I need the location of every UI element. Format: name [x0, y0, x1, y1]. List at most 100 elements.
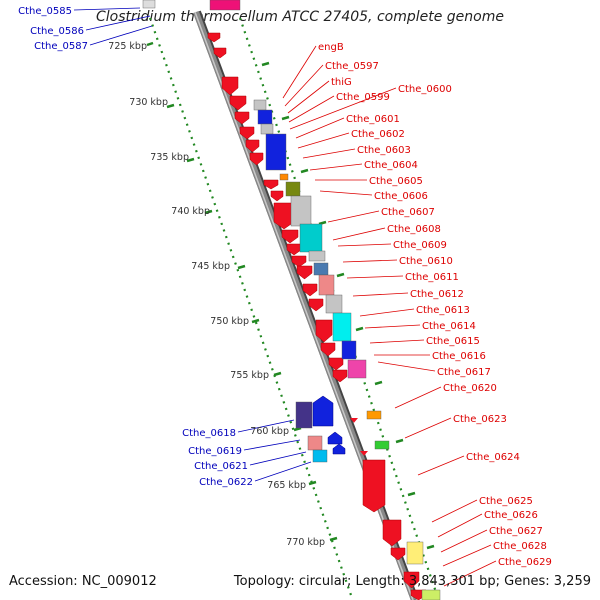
- leader-thig: [287, 80, 330, 114]
- gene-label-cthe-0603: Cthe_0603: [357, 145, 411, 156]
- scale-label: 740 kbp: [171, 206, 210, 217]
- gene-feature: [347, 359, 367, 379]
- gene-feature: [313, 262, 329, 276]
- gene-label-cthe-0611: Cthe_0611: [405, 272, 459, 283]
- gene-feature-reverse: [295, 401, 313, 429]
- gene-arrow-forward: [270, 190, 284, 202]
- scale-tick-group: [146, 17, 440, 599]
- gene-label-cthe-0610: Cthe_0610: [399, 256, 453, 267]
- gene-feature: [341, 340, 357, 360]
- gene-arrow-forward: [273, 202, 295, 230]
- gene-label-cthe-0586: Cthe_0586: [30, 26, 84, 37]
- gene-label-cthe-0601: Cthe_0601: [346, 114, 400, 125]
- scale-tick-inner: [186, 157, 195, 163]
- scale-tick-outer: [355, 326, 364, 332]
- gene-label-cthe-0599: Cthe_0599: [336, 92, 390, 103]
- leader-cthe-0597: [284, 64, 324, 107]
- scale-tick-inner: [329, 536, 338, 542]
- gene-label-cthe-0622: Cthe_0622: [199, 477, 253, 488]
- leader-cthe-0601: [295, 117, 345, 139]
- gene-feature: [209, 0, 241, 11]
- gene-arrow-forward: [207, 32, 221, 43]
- gene-arrow-small: [360, 451, 368, 456]
- gene-feature: [308, 250, 326, 262]
- gene-label-cthe-0615: Cthe_0615: [426, 336, 480, 347]
- scale-tick-inner: [308, 480, 317, 486]
- gene-feature: [421, 589, 441, 600]
- scale-label: 735 kbp: [150, 152, 189, 163]
- gene-arrow-forward: [320, 342, 336, 357]
- gene-label-cthe-0621: Cthe_0621: [194, 461, 248, 472]
- leader-cthe-0613: [359, 308, 415, 317]
- leader-cthe-0614: [364, 324, 421, 329]
- gene-label-cthe-0629: Cthe_0629: [498, 557, 552, 568]
- scale-label: 760 kbp: [250, 426, 289, 437]
- gene-feature: [332, 312, 352, 342]
- gene-feature: [406, 541, 424, 565]
- scale-label: 770 kbp: [286, 537, 325, 548]
- leader-cthe-0586: [85, 15, 151, 31]
- leader-cthe-0610: [342, 259, 398, 263]
- gene-arrow-reverse: [312, 395, 334, 427]
- leader-cthe-0606: [319, 190, 373, 196]
- scale-label: 755 kbp: [230, 370, 269, 381]
- gene-feature: [279, 173, 289, 181]
- gene-label-cthe-0606: Cthe_0606: [374, 191, 428, 202]
- gene-label-cthe-0604: Cthe_0604: [364, 160, 418, 171]
- leader-cthe-0620: [394, 386, 442, 409]
- leader-cthe-0602: [297, 132, 350, 149]
- scale-tick-inner: [251, 318, 260, 324]
- scale-tick-outer: [374, 380, 383, 386]
- gene-label-cthe-0585: Cthe_0585: [18, 6, 72, 17]
- gene-label-cthe-0626: Cthe_0626: [484, 510, 538, 521]
- gene-feature: [257, 109, 273, 125]
- gene-feature: [285, 181, 301, 197]
- gene-label-cthe-0628: Cthe_0628: [493, 541, 547, 552]
- scale-tick-outer: [407, 491, 416, 497]
- scale-label: 750 kbp: [210, 316, 249, 327]
- gene-label-cthe-0625: Cthe_0625: [479, 496, 533, 507]
- gene-feature-reverse: [307, 435, 323, 451]
- topology-text: Topology: circular; Length: 3,843,301 bp…: [233, 574, 591, 589]
- leader-cthe-0623: [404, 417, 452, 439]
- gene-arrow-reverse: [332, 443, 346, 455]
- gene-arrow-forward: [382, 519, 402, 547]
- gene-label-cthe-0618: Cthe_0618: [182, 428, 236, 439]
- gene-label-cthe-0600: Cthe_0600: [398, 84, 452, 95]
- leader-cthe-0626: [437, 513, 483, 538]
- gene-feature: [325, 294, 343, 314]
- gene-label-cthe-0602: Cthe_0602: [351, 129, 405, 140]
- gene-arrow-forward: [332, 369, 348, 383]
- gene-label-thig: thiG: [331, 77, 352, 88]
- gene-arrow-forward: [221, 76, 239, 96]
- scale-tick-inner: [273, 371, 282, 377]
- gene-arrow-forward: [315, 319, 333, 343]
- gene-arrow-forward: [234, 111, 250, 125]
- gene-label-cthe-0617: Cthe_0617: [437, 367, 491, 378]
- gene-label-cthe-0612: Cthe_0612: [410, 289, 464, 300]
- gene-feature: [253, 99, 267, 111]
- leader-cthe-0603: [302, 148, 356, 159]
- gene-arrow-forward: [249, 152, 264, 166]
- gene-arrow-forward: [291, 255, 307, 268]
- scale-tick-inner: [166, 103, 175, 109]
- leader-cthe-0599: [288, 95, 335, 123]
- gene-feature: [265, 133, 287, 171]
- gene-feature: [366, 410, 382, 420]
- gene-feature: [318, 274, 335, 296]
- leader-engb: [282, 45, 317, 99]
- gene-arrow-forward: [302, 283, 318, 297]
- gene-feature: [299, 223, 323, 253]
- leader-cthe-0625: [431, 499, 478, 523]
- leader-cthe-0627: [440, 529, 488, 553]
- gene-arrow-small: [350, 418, 358, 423]
- gene-arrow-forward: [286, 243, 302, 256]
- scale-tick-outer: [318, 220, 327, 226]
- leader-cthe-0587: [89, 25, 153, 46]
- leader-cthe-0600: [289, 87, 397, 130]
- gene-arrow-forward: [213, 47, 227, 59]
- leader-cthe-0622: [254, 461, 312, 482]
- leader-cthe-0615: [369, 339, 425, 344]
- leader-cthe-0612: [352, 292, 409, 297]
